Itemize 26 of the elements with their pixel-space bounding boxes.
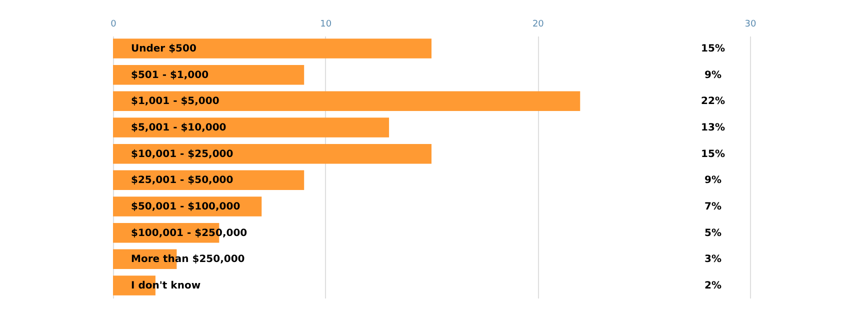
y-tick-label: $25,001 - $50,000	[131, 175, 234, 186]
data-label: 9%	[704, 70, 722, 81]
bar	[113, 91, 580, 112]
y-tick-label: $50,001 - $100,000	[131, 201, 240, 212]
x-tick-label: 30	[744, 20, 756, 30]
data-label: 22%	[701, 96, 725, 108]
y-tick-label: $501 - $1,000	[131, 70, 209, 81]
data-label: 13%	[701, 122, 725, 134]
data-label: 9%	[704, 175, 722, 186]
bar	[113, 144, 432, 164]
bar	[113, 38, 432, 58]
x-tick-label: 20	[532, 20, 544, 30]
x-tick-label: 0	[110, 20, 117, 30]
data-label: 15%	[701, 148, 725, 160]
x-tick-label: 10	[320, 20, 332, 30]
data-label: 3%	[704, 254, 722, 266]
bar	[113, 64, 304, 85]
data-label: 15%	[701, 44, 725, 55]
y-tick-label: $10,001 - $25,000	[131, 148, 234, 160]
y-tick-label: Under $500	[131, 44, 196, 55]
data-label: 7%	[704, 201, 722, 212]
y-tick-label: $5,001 - $10,000	[131, 122, 226, 134]
y-tick-label: $1,001 - $5,000	[131, 96, 220, 108]
bar	[113, 118, 390, 138]
data-label: 5%	[704, 228, 722, 239]
data-label: 2%	[704, 280, 722, 292]
